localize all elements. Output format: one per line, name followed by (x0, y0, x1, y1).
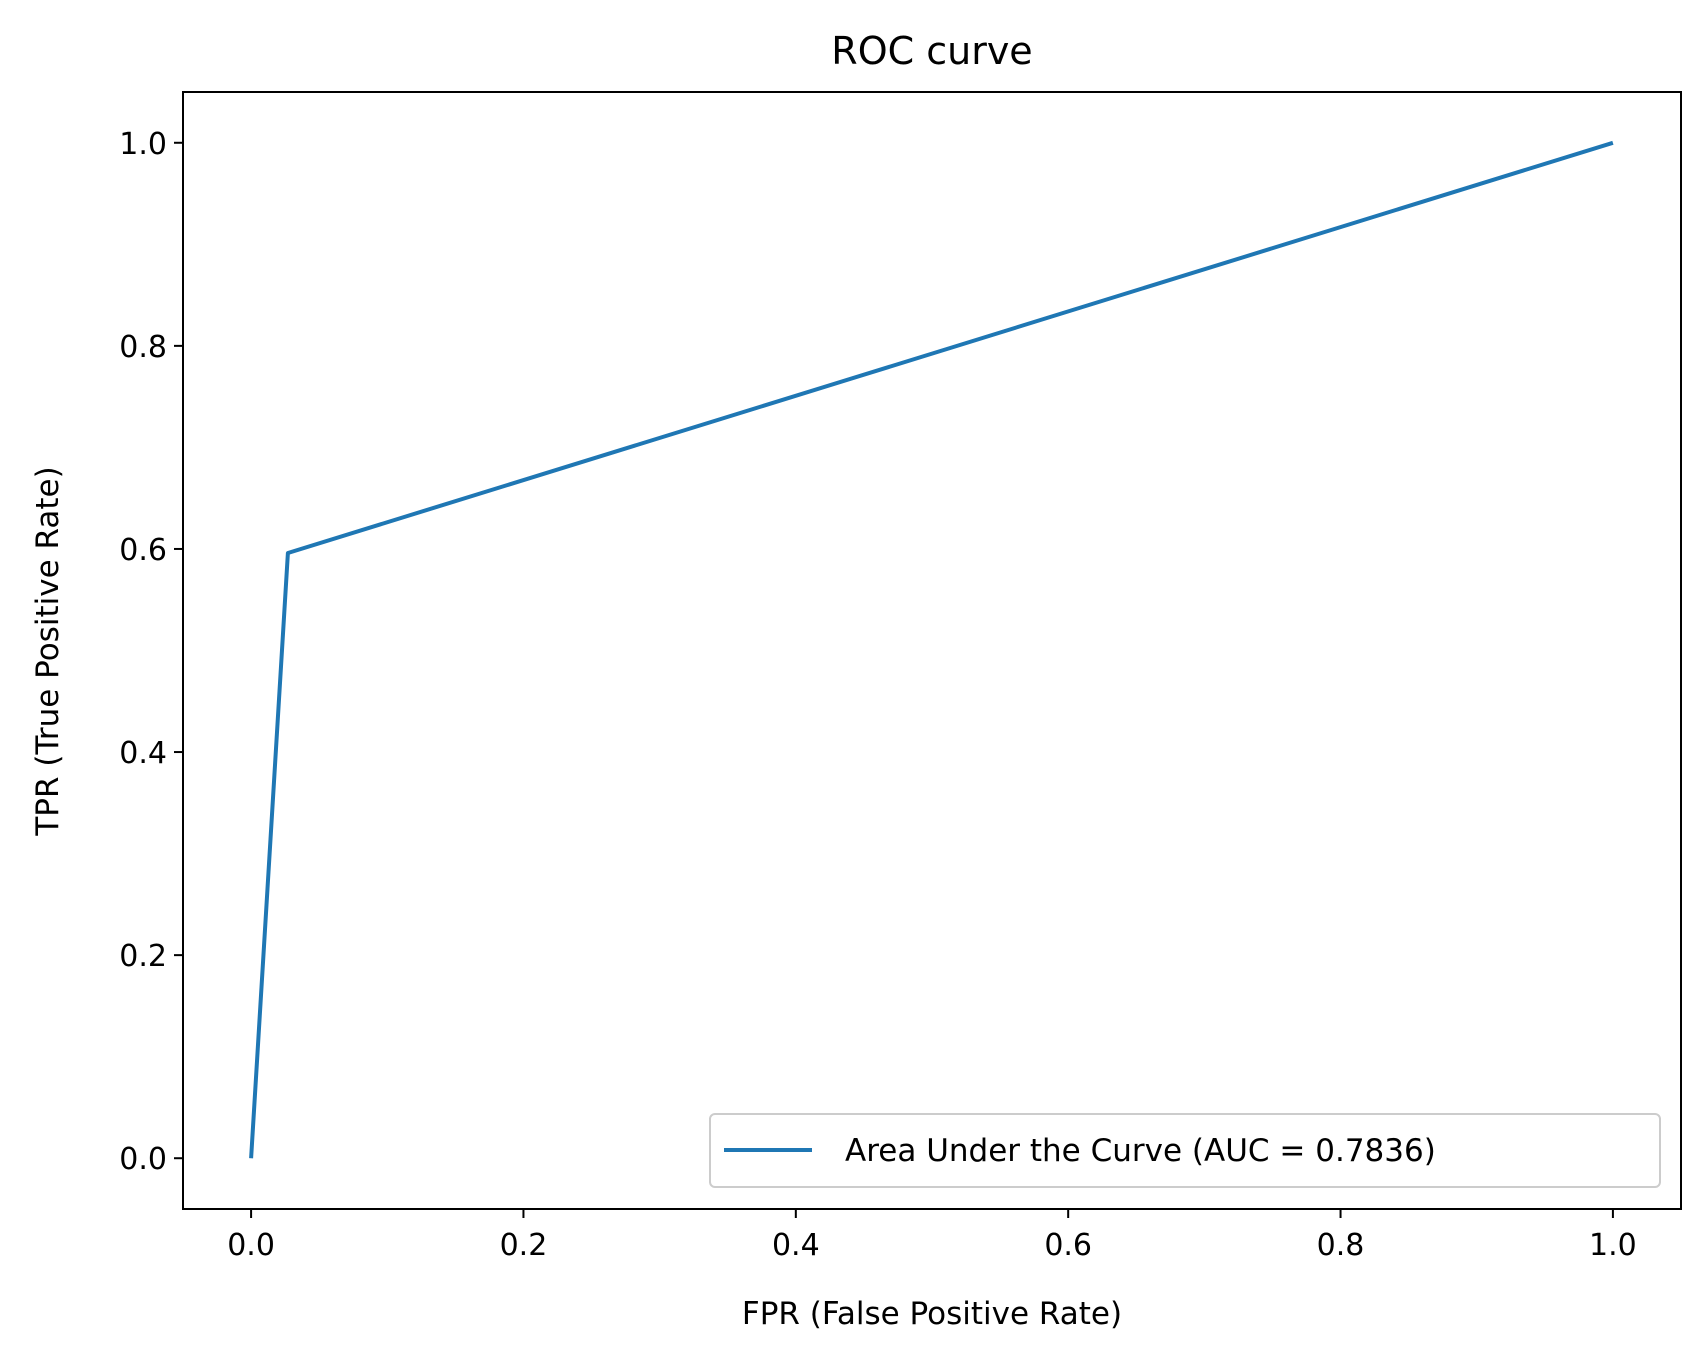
y-tick-label: 0.4 (119, 736, 167, 771)
x-tick-label: 0.0 (227, 1228, 275, 1263)
legend: Area Under the Curve (AUC = 0.7836) (709, 1113, 1661, 1188)
y-axis-label: TPR (True Positive Rate) (30, 466, 66, 836)
x-tick-label: 0.4 (772, 1228, 820, 1263)
roc-curve-line (249, 140, 1614, 1159)
x-tick-label: 0.8 (1317, 1228, 1365, 1263)
x-tick-label: 0.2 (500, 1228, 548, 1263)
y-tick-label: 0.0 (119, 1142, 167, 1177)
x-tick-label: 0.6 (1044, 1228, 1092, 1263)
series-layer (249, 140, 1614, 1159)
legend-box (709, 1113, 1661, 1188)
ticks-layer: 0.0 0.2 0.4 0.6 0.8 1.0 0.0 0.2 0.4 0.6 0.8 1.0 (119, 127, 1636, 1263)
plot-area-frame (182, 91, 1682, 1210)
y-tick-label: 0.6 (119, 533, 167, 568)
legend-entry-text: Area Under the Curve (AUC = 0.7836) (845, 1133, 1436, 1169)
y-tick-label: 1.0 (119, 127, 167, 162)
x-tick-label: 1.0 (1589, 1228, 1637, 1263)
y-tick-label: 0.8 (119, 330, 167, 365)
y-tick-label: 0.2 (119, 939, 167, 974)
x-axis-label: FPR (False Positive Rate) (742, 1296, 1122, 1332)
chart-title: ROC curve (831, 29, 1032, 73)
